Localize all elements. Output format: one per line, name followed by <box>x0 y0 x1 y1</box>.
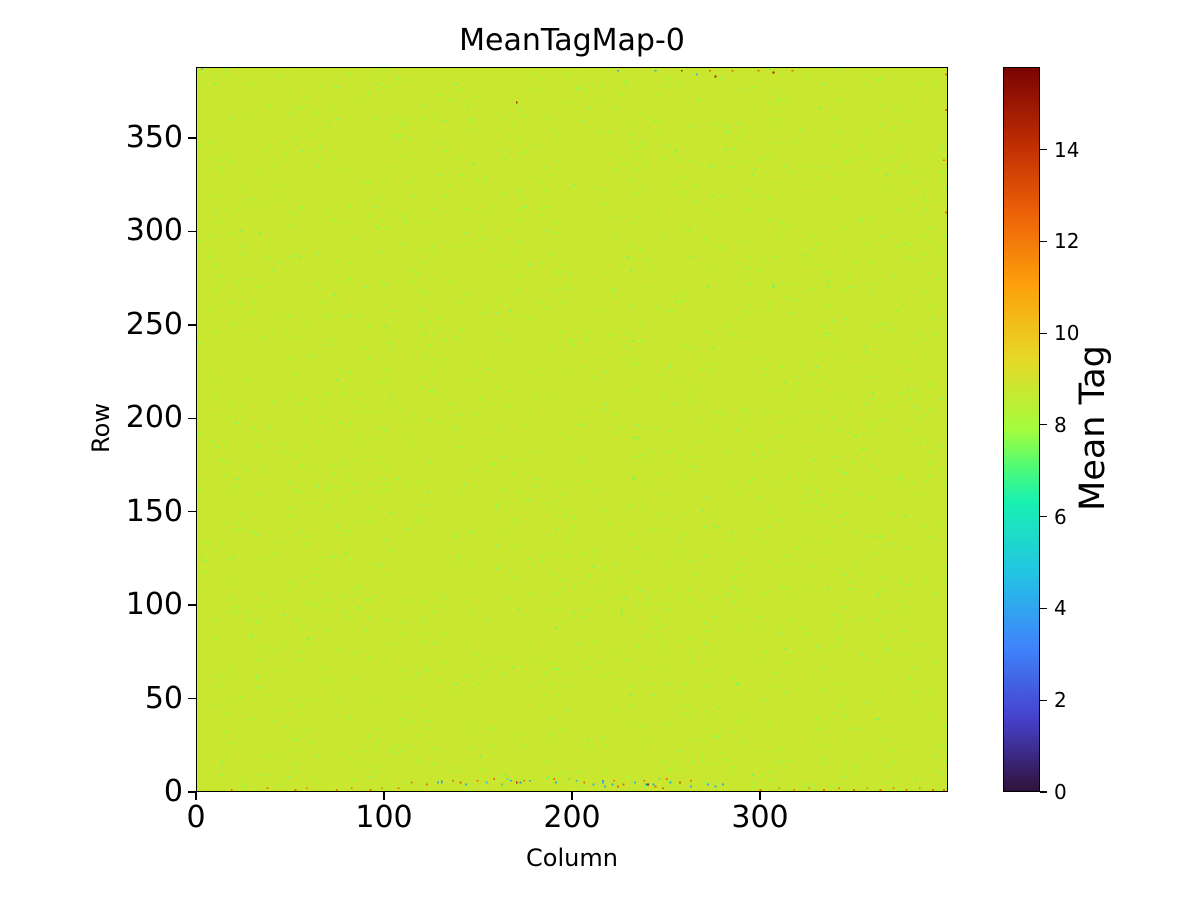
colorbar <box>1003 67 1040 792</box>
y-tick-mark <box>188 137 196 139</box>
colorbar-tick-label: 14 <box>1054 137 1080 162</box>
y-tick-label: 350 <box>125 120 183 155</box>
colorbar-tick-label: 2 <box>1054 688 1067 713</box>
y-tick-mark <box>188 791 196 793</box>
x-tick-label: 200 <box>543 800 601 835</box>
colorbar-tick-mark <box>1040 332 1047 334</box>
heatmap-canvas <box>197 68 947 791</box>
colorbar-tick-label: 6 <box>1054 504 1067 529</box>
colorbar-tick-mark <box>1040 148 1047 151</box>
x-tick-mark <box>195 792 197 800</box>
colorbar-tick-mark <box>1040 607 1047 610</box>
x-tick-mark <box>759 792 761 800</box>
x-tick-label: 100 <box>355 800 413 835</box>
y-tick-label: 0 <box>163 774 183 809</box>
y-tick-label: 200 <box>125 400 183 436</box>
colorbar-tick-label: 12 <box>1054 229 1080 254</box>
y-tick-label: 150 <box>125 493 183 529</box>
colorbar-tick-mark <box>1040 240 1047 242</box>
colorbar-tick-mark <box>1040 516 1047 518</box>
colorbar-tick-mark <box>1040 424 1047 426</box>
x-axis-label: Column <box>526 844 618 872</box>
colorbar-tick-mark <box>1040 791 1047 793</box>
y-tick-label: 50 <box>144 680 183 716</box>
y-tick-mark <box>188 510 196 513</box>
chart-title: MeanTagMap-0 <box>459 23 685 58</box>
y-tick-mark <box>188 324 196 326</box>
x-tick-label: 0 <box>186 800 206 835</box>
colorbar-tick-label: 0 <box>1054 780 1067 804</box>
y-tick-label: 300 <box>125 213 183 249</box>
heatmap-plot-area <box>196 67 948 792</box>
colorbar-tick-label: 10 <box>1054 321 1080 346</box>
x-tick-mark <box>571 792 573 800</box>
y-tick-mark <box>188 697 196 700</box>
y-tick-mark <box>188 417 196 420</box>
colorbar-tick-label: 4 <box>1054 596 1067 621</box>
y-tick-mark <box>188 604 196 606</box>
y-tick-label: 250 <box>125 306 183 342</box>
y-tick-mark <box>188 230 196 233</box>
y-tick-label: 100 <box>125 587 183 623</box>
colorbar-label: Mean Tag <box>1073 345 1113 511</box>
x-tick-label: 300 <box>731 800 789 835</box>
colorbar-tick-label: 8 <box>1054 412 1067 437</box>
colorbar-gradient <box>1004 68 1039 791</box>
x-tick-mark <box>383 792 385 800</box>
colorbar-tick-mark <box>1040 699 1047 701</box>
